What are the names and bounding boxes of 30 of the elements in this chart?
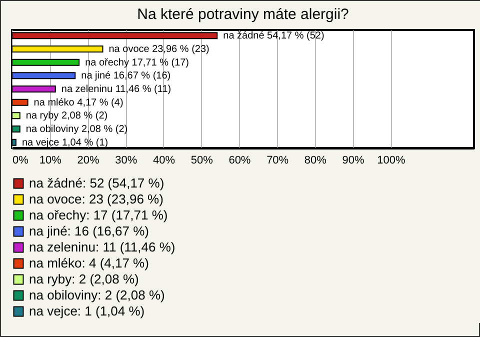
legend-label: na vejce: 1 (1,04 %) bbox=[29, 304, 145, 318]
data-label: na mléko 4,17 % (4) bbox=[34, 97, 124, 108]
x-tick-label: 20% bbox=[77, 154, 100, 166]
legend-label: na mléko: 4 (4,17 %) bbox=[29, 256, 149, 270]
data-label: na obiloviny 2,08 % (2) bbox=[26, 124, 128, 135]
x-tick-label: 0% bbox=[12, 154, 29, 166]
x-tick-label: 90% bbox=[342, 154, 365, 166]
x-tick-label: 50% bbox=[190, 154, 214, 166]
legend-label: na zeleninu: 11 (11,46 %) bbox=[29, 240, 176, 254]
data-label: na ořechy 17,71 % (17) bbox=[85, 57, 190, 68]
x-tick-label: 40% bbox=[152, 154, 176, 166]
legend-label: na obiloviny: 2 (2,08 %) bbox=[29, 288, 165, 302]
legend-label: na žádné: 52 (54,17 %) bbox=[29, 176, 164, 190]
data-label: na ryby 2,08 % (2) bbox=[26, 110, 108, 122]
data-label: na jiné 16,67 % (16) bbox=[81, 70, 171, 82]
data-label: na zeleninu 11,46 % (11) bbox=[61, 84, 172, 95]
legend-label: na ryby: 2 (2,08 %) bbox=[29, 272, 139, 286]
data-label: na žádné 54,17 % (52) bbox=[223, 30, 324, 42]
x-tick-label: 60% bbox=[228, 154, 251, 166]
data-label: na vejce 1,04 % (1) bbox=[22, 137, 108, 148]
legend-label: na ořechy: 17 (17,71 %) bbox=[29, 208, 168, 222]
chart-title: Na které potraviny máte alergii? bbox=[137, 6, 349, 23]
data-label: na ovoce 23,96 % (23) bbox=[108, 44, 210, 55]
x-tick-label: 10% bbox=[39, 154, 62, 166]
legend-label: na jiné: 16 (16,67 %) bbox=[29, 224, 149, 238]
x-tick-label: 100% bbox=[377, 154, 406, 166]
x-tick-label: 80% bbox=[304, 154, 327, 166]
x-tick-label: 70% bbox=[266, 154, 289, 166]
x-tick-label: 30% bbox=[115, 154, 138, 166]
legend-label: na ovoce: 23 (23,96 %) bbox=[29, 192, 164, 206]
